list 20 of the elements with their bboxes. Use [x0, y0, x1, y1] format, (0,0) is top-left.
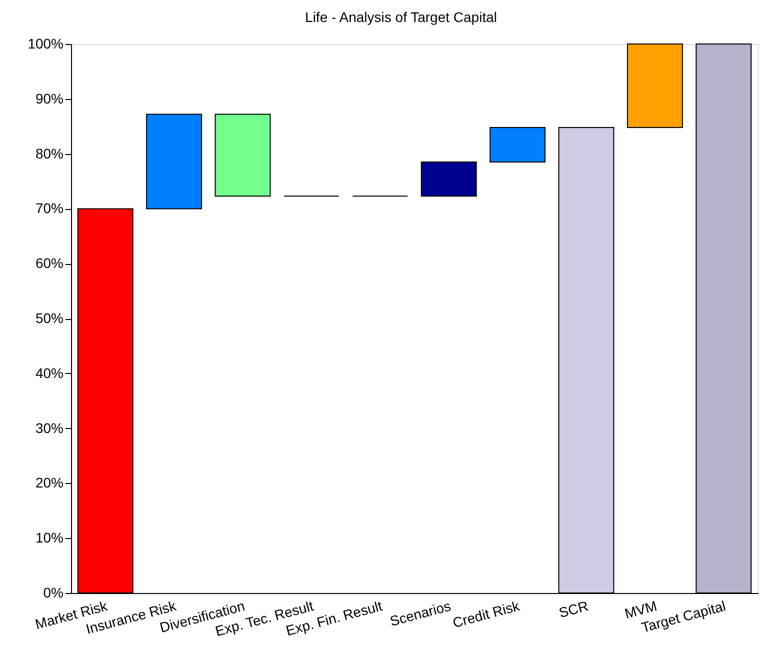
x-tick-label: Credit Risk — [450, 597, 522, 631]
y-tick-label: 100% — [28, 36, 64, 52]
x-tick-label: Scenarios — [388, 598, 452, 630]
bar — [420, 162, 477, 197]
bar — [490, 126, 546, 163]
chart-title: Life - Analysis of Target Capital — [305, 9, 497, 25]
bar — [214, 114, 271, 197]
y-tick-label: 60% — [35, 255, 64, 272]
y-tick-label: 50% — [35, 310, 64, 326]
y-tick-label: 10% — [35, 530, 64, 546]
y-tick-label: 40% — [35, 364, 64, 381]
y-tick-label: 70% — [35, 200, 64, 216]
y-tick-label: 80% — [35, 145, 64, 162]
y-tick-label: 30% — [35, 420, 64, 436]
x-tick-label: SCR — [557, 598, 590, 621]
y-tick-label: 90% — [35, 90, 64, 106]
y-tick-label: 0% — [43, 584, 64, 600]
y-tick-label: 20% — [35, 474, 64, 491]
bar — [626, 44, 683, 128]
bar — [146, 114, 202, 210]
